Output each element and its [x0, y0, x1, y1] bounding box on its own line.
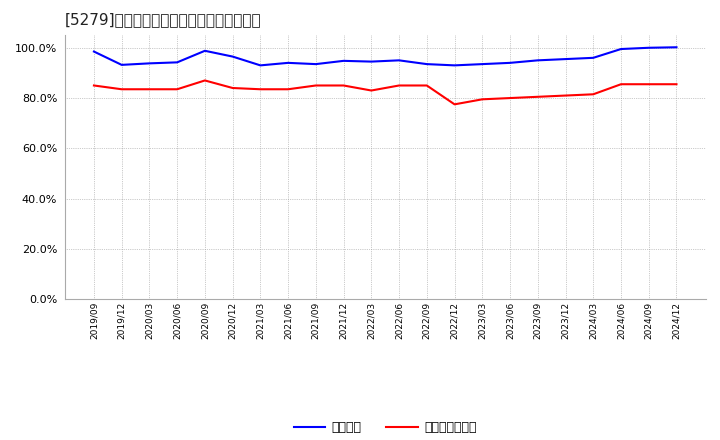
固定比率 [561, 56, 570, 62]
固定長期適合率 [256, 87, 265, 92]
固定比率 [534, 58, 542, 63]
固定比率 [616, 46, 625, 51]
固定長期適合率 [117, 87, 126, 92]
固定長期適合率 [589, 92, 598, 97]
固定比率 [173, 60, 181, 65]
固定比率 [284, 60, 292, 66]
固定比率 [672, 44, 681, 50]
固定比率 [423, 62, 431, 67]
固定比率 [201, 48, 210, 53]
固定比率 [644, 45, 653, 51]
固定比率 [478, 62, 487, 67]
固定長期適合率 [339, 83, 348, 88]
固定長期適合率 [534, 94, 542, 99]
固定長期適合率 [173, 87, 181, 92]
固定比率 [89, 49, 98, 54]
Legend: 固定比率, 固定長期適合率: 固定比率, 固定長期適合率 [289, 416, 482, 439]
固定比率 [395, 58, 403, 63]
固定比率 [450, 63, 459, 68]
固定比率 [312, 62, 320, 67]
固定長期適合率 [312, 83, 320, 88]
固定比率 [228, 54, 237, 59]
固定長期適合率 [228, 85, 237, 91]
固定長期適合率 [423, 83, 431, 88]
固定比率 [367, 59, 376, 64]
Line: 固定長期適合率: 固定長期適合率 [94, 81, 677, 104]
固定比率 [505, 60, 514, 66]
固定長期適合率 [644, 81, 653, 87]
固定長期適合率 [145, 87, 154, 92]
固定比率 [339, 58, 348, 63]
固定長期適合率 [367, 88, 376, 93]
固定比率 [145, 61, 154, 66]
固定長期適合率 [478, 97, 487, 102]
固定長期適合率 [616, 81, 625, 87]
固定長期適合率 [561, 93, 570, 98]
固定長期適合率 [284, 87, 292, 92]
固定比率 [589, 55, 598, 60]
固定長期適合率 [89, 83, 98, 88]
Line: 固定比率: 固定比率 [94, 47, 677, 66]
固定長期適合率 [505, 95, 514, 101]
固定長期適合率 [450, 102, 459, 107]
固定比率 [256, 63, 265, 68]
固定長期適合率 [201, 78, 210, 83]
固定長期適合率 [672, 81, 681, 87]
固定長期適合率 [395, 83, 403, 88]
固定比率 [117, 62, 126, 67]
Text: [5279]　固定比率、固定長期適合率の推移: [5279] 固定比率、固定長期適合率の推移 [65, 12, 261, 27]
